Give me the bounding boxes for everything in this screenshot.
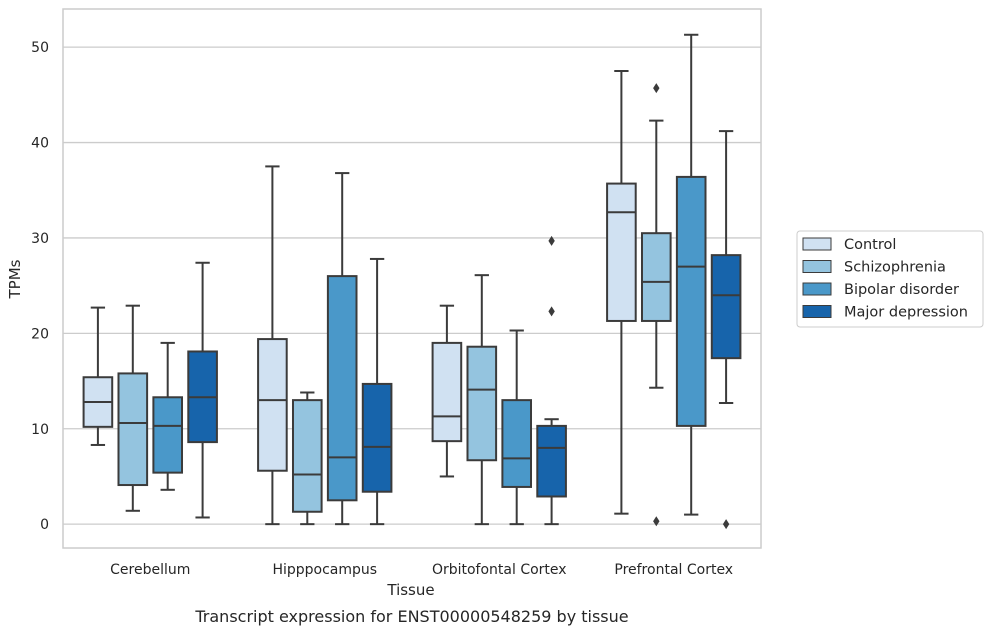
- plot-frame: [62, 8, 762, 549]
- legend-swatch: [802, 282, 832, 296]
- legend-swatch: [802, 305, 832, 318]
- box-iqr: [361, 382, 393, 493]
- legend-item-1: Schizophrenia: [802, 260, 946, 276]
- box-1-1: [291, 391, 323, 526]
- x-axis-ticks: Cerebellum Hipppocampus Orbitofontal Corte…: [110, 562, 733, 578]
- box-0-3: [187, 261, 218, 519]
- box-1-3: [361, 257, 393, 526]
- x-tick-label-2: Orbitofontal Cortex: [432, 562, 567, 578]
- box-2-1: [466, 274, 498, 526]
- outlier-point-1: [653, 516, 660, 527]
- y-tick-label-1: 10: [31, 422, 49, 438]
- outlier-point-0: [653, 83, 660, 94]
- box-3-0: [606, 70, 637, 515]
- box-plot-marks: [82, 33, 742, 530]
- legend-item-3: Major depression: [802, 305, 968, 321]
- box-iqr: [291, 399, 323, 513]
- y-axis-ticks: 0 10 20 30 40 50: [31, 40, 49, 533]
- x-tick-label-1: Hipppocampus: [272, 562, 377, 578]
- legend-swatch: [802, 260, 832, 273]
- box-iqr: [501, 399, 533, 488]
- outlier-point-1: [548, 306, 555, 317]
- outlier-point-0: [548, 235, 555, 246]
- y-tick-label-3: 30: [31, 231, 49, 247]
- legend-label: Bipolar disorder: [844, 282, 959, 298]
- y-axis-label: TPMs: [6, 259, 24, 299]
- box-3-3: [710, 130, 742, 530]
- y-tick-label-2: 20: [31, 326, 49, 342]
- legend-label: Control: [844, 237, 896, 253]
- x-tick-label-0: Cerebellum: [110, 562, 190, 578]
- box-3-2: [675, 33, 707, 516]
- y-tick-label-5: 50: [31, 40, 49, 56]
- legend-frame: [796, 230, 984, 328]
- box-0-0: [82, 306, 114, 446]
- box-iqr: [675, 175, 707, 427]
- box-iqr: [152, 396, 184, 474]
- legend-swatch: [802, 237, 832, 251]
- box-iqr: [326, 275, 358, 502]
- box-iqr: [640, 232, 672, 322]
- x-tick-label-3: Prefrontal Cortex: [614, 562, 733, 578]
- box-iqr: [606, 182, 637, 322]
- box-2-2: [501, 329, 533, 526]
- figure-caption: Transcript expression for ENST0000054825…: [194, 607, 628, 626]
- box-iqr: [536, 424, 567, 498]
- box-0-2: [152, 341, 184, 491]
- box-1-0: [257, 165, 288, 526]
- box-2-3: [536, 235, 567, 526]
- box-iqr: [466, 345, 498, 462]
- outlier-point-0: [722, 519, 730, 530]
- box-0-1: [117, 304, 149, 512]
- legend-label: Schizophrenia: [844, 260, 946, 276]
- legend-label: Major depression: [844, 305, 968, 321]
- y-tick-label-0: 0: [40, 517, 49, 533]
- box-1-2: [326, 172, 358, 526]
- y-tick-label-4: 40: [31, 136, 49, 152]
- x-axis-label: Tissue: [386, 581, 434, 599]
- legend-item-2: Bipolar disorder: [802, 282, 959, 298]
- box-iqr: [431, 341, 463, 443]
- legend-item-0: Control: [802, 237, 896, 253]
- legend: Control Schizophrenia Bipolar disorder Majo…: [796, 230, 984, 328]
- box-iqr: [117, 372, 149, 487]
- box-iqr: [710, 254, 742, 360]
- box-3-1: [640, 83, 672, 527]
- box-2-0: [431, 304, 463, 478]
- box-iqr: [257, 338, 288, 472]
